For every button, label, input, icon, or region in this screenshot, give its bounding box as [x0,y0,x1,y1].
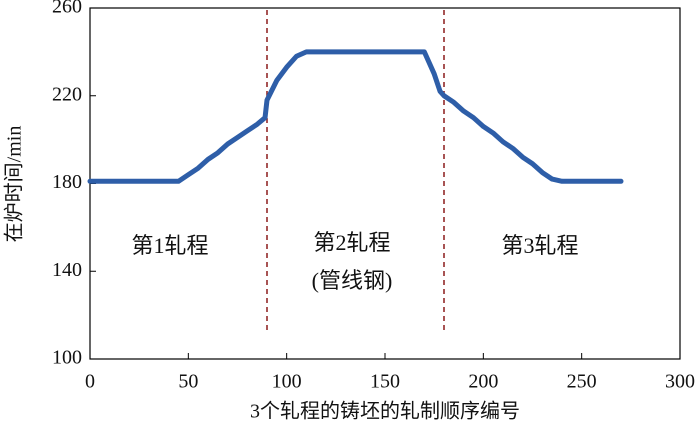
x-axis-label: 3个轧程的铸坯的轧制顺序编号 [250,400,520,423]
annotation: 第2轧程 [313,230,390,255]
annotation: (管线钢) [312,268,393,293]
y-tick-label: 140 [52,259,82,281]
x-tick-label: 200 [468,371,498,393]
x-tick-label: 250 [567,371,597,393]
y-tick-label: 180 [52,171,82,193]
y-tick-label: 260 [52,0,82,18]
x-tick-label: 300 [665,371,695,393]
y-tick-label: 220 [52,83,82,105]
data-line [87,49,624,184]
x-tick-label: 150 [370,371,400,393]
x-tick-label: 0 [85,371,95,393]
annotation: 第3轧程 [501,233,578,258]
x-tick-label: 100 [272,371,302,393]
annotation: 第1轧程 [131,233,208,258]
y-axis-label: 在炉时间/min [3,126,26,243]
y-tick-label: 100 [52,347,82,369]
x-tick-label: 50 [178,371,198,393]
